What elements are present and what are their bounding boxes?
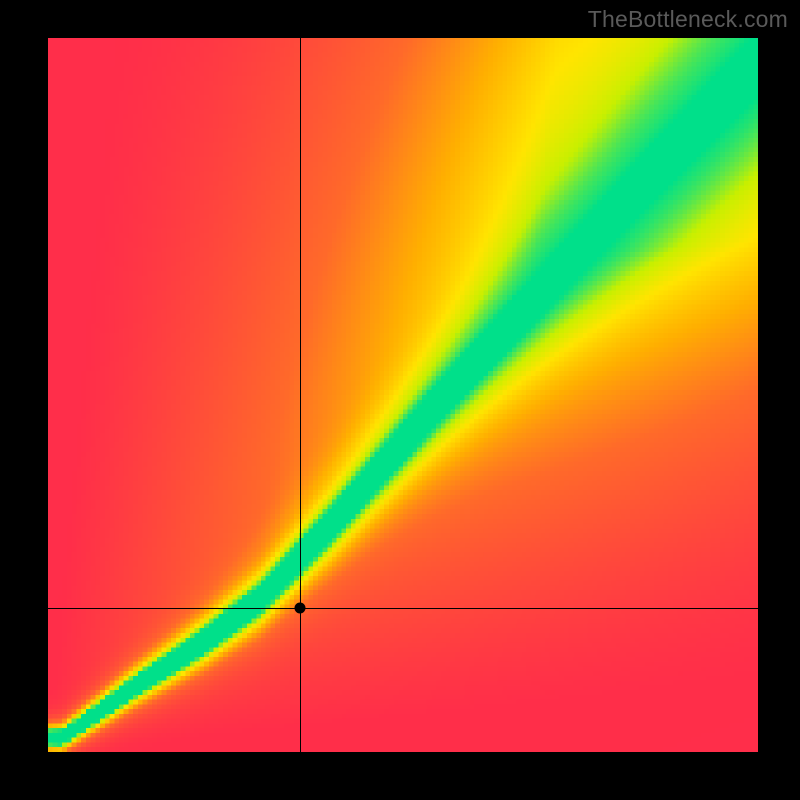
- bottleneck-heatmap: [48, 38, 758, 752]
- crosshair-marker-dot: [295, 602, 306, 613]
- crosshair-vertical: [300, 38, 301, 752]
- heatmap-canvas: [48, 38, 758, 752]
- watermark-text: TheBottleneck.com: [588, 6, 788, 33]
- crosshair-horizontal: [48, 608, 758, 609]
